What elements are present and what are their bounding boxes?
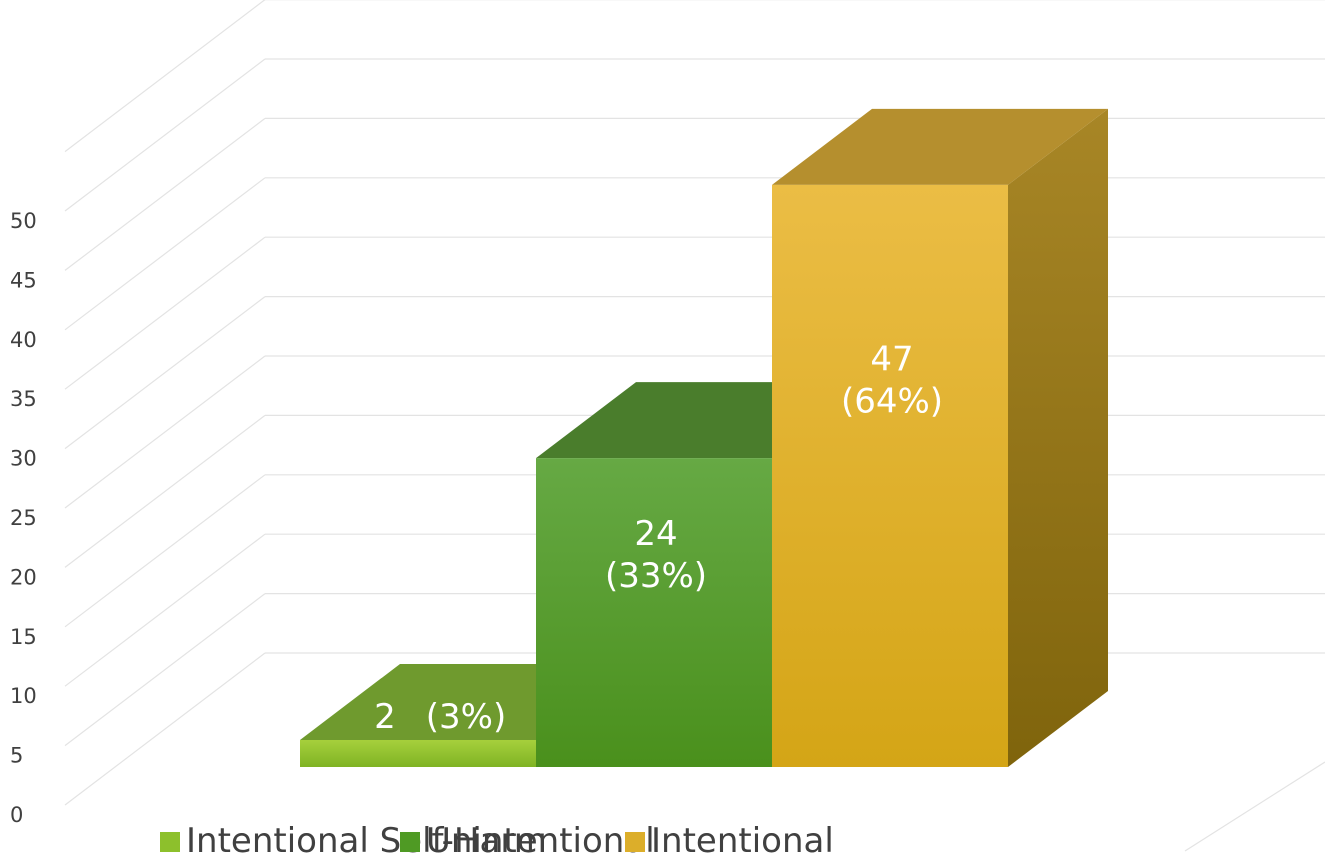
bar-front-face bbox=[300, 740, 536, 767]
y-tick-label: 35 bbox=[10, 387, 37, 411]
y-tick-label: 5 bbox=[10, 744, 23, 768]
legend-swatch bbox=[400, 832, 420, 852]
bar-2 bbox=[772, 108, 1108, 767]
grid-diagonal bbox=[64, 58, 266, 212]
grid-diagonal bbox=[64, 236, 266, 390]
bar-value-label: 47 bbox=[870, 340, 913, 380]
legend: Intentional Self-HarmUnintentionalIntent… bbox=[160, 821, 834, 861]
grid-diagonal bbox=[64, 355, 266, 509]
y-tick-label: 0 bbox=[10, 803, 23, 827]
grid-diagonal bbox=[64, 296, 266, 450]
bar-value-label: 24 bbox=[634, 514, 677, 554]
y-tick-label: 20 bbox=[10, 565, 37, 589]
y-tick-label: 40 bbox=[10, 328, 37, 352]
grid-diagonal bbox=[64, 474, 266, 628]
y-tick-label: 25 bbox=[10, 506, 37, 530]
legend-label: Unintentional bbox=[426, 821, 655, 861]
bar-percent-label: (3%) bbox=[426, 697, 506, 737]
y-tick-label: 15 bbox=[10, 625, 37, 649]
grid-diagonal bbox=[64, 177, 266, 331]
y-tick-label: 10 bbox=[10, 684, 37, 708]
legend-swatch bbox=[625, 832, 645, 852]
y-axis: 0 5 10 15 20 25 30 35 40 45 50 bbox=[10, 209, 37, 827]
grid-diagonal bbox=[64, 117, 266, 271]
bar-front-face bbox=[536, 458, 772, 767]
grid-diagonal bbox=[64, 533, 266, 687]
grid-diagonal bbox=[64, 652, 266, 806]
grid-diagonal bbox=[64, 414, 266, 568]
grid-diagonal bbox=[64, 593, 266, 747]
bar-top-face bbox=[772, 108, 1108, 185]
legend-label: Intentional bbox=[651, 821, 834, 861]
legend-label: Intentional Self-Harm bbox=[186, 821, 547, 861]
data-labels: 2 (3%) 24(33%) 47(64%) bbox=[374, 340, 943, 737]
bars bbox=[300, 108, 1108, 767]
y-tick-label: 50 bbox=[10, 209, 37, 233]
y-tick-label: 30 bbox=[10, 447, 37, 471]
bar-side-face bbox=[1008, 108, 1108, 767]
grid-diagonal bbox=[64, 0, 266, 153]
bar-percent-label: (33%) bbox=[605, 556, 707, 596]
bar-percent-label: (64%) bbox=[841, 382, 943, 422]
bar-value-label: 2 bbox=[374, 697, 396, 737]
grid-floor-edge bbox=[1184, 761, 1325, 852]
legend-swatch bbox=[160, 832, 180, 852]
y-tick-label: 45 bbox=[10, 268, 37, 292]
bar-front-face bbox=[772, 184, 1008, 767]
